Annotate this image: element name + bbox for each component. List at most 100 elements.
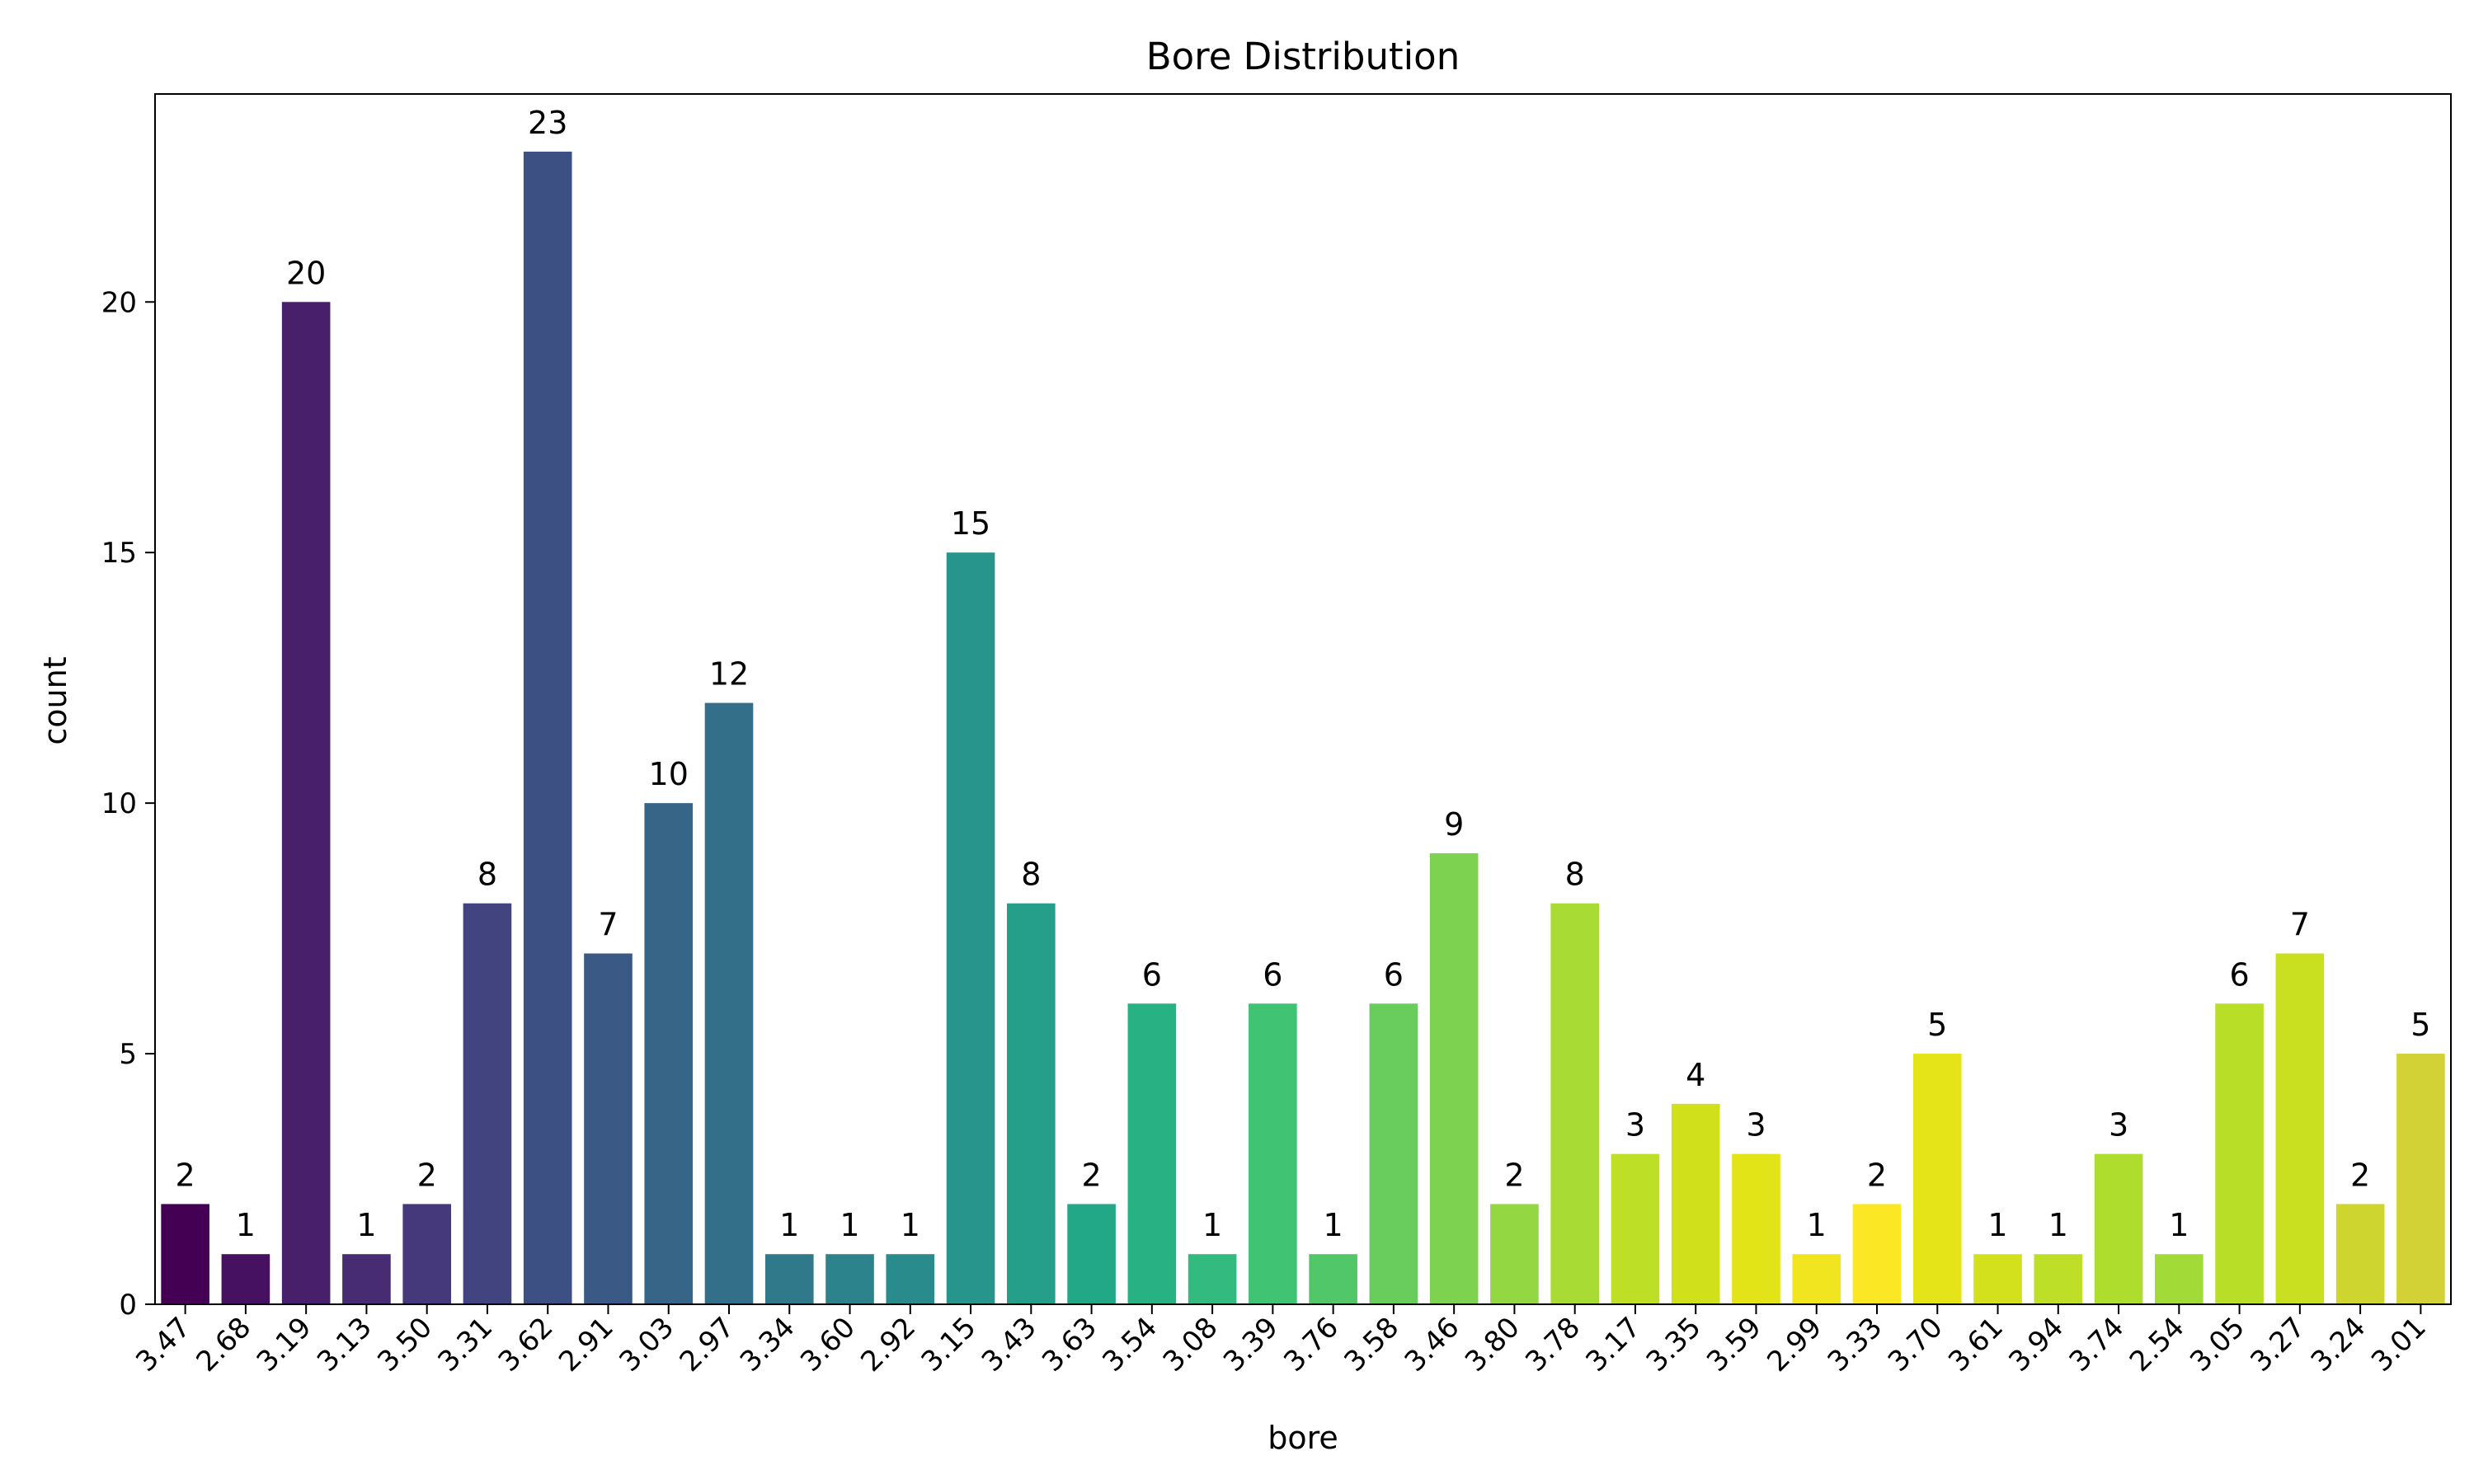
x-tick-label-3.35: 3.35 <box>1640 1311 1708 1378</box>
data-label-3.78: 8 <box>1565 857 1585 893</box>
x-tick-label-2.54: 2.54 <box>2124 1311 2191 1378</box>
bar-3.39 <box>1249 1003 1297 1304</box>
bar-3.05 <box>2215 1003 2264 1304</box>
bar-3.62 <box>523 151 572 1304</box>
x-tick-label-3.24: 3.24 <box>2305 1311 2373 1378</box>
bars-group <box>161 151 2445 1304</box>
x-axis-ticks: 3.472.683.193.133.503.313.622.913.032.97… <box>129 1304 2433 1378</box>
y-tick-label-20: 20 <box>101 286 137 319</box>
bar-3.47 <box>161 1204 209 1304</box>
x-tick-label-3.17: 3.17 <box>1579 1311 1647 1378</box>
data-label-3.54: 6 <box>1142 956 1162 993</box>
bar-3.31 <box>463 903 512 1304</box>
data-label-3.76: 1 <box>1324 1207 1343 1243</box>
data-label-3.35: 4 <box>1686 1057 1705 1093</box>
y-tick-label-10: 10 <box>101 787 137 820</box>
bar-3.70 <box>1912 1054 1962 1304</box>
data-label-3.33: 2 <box>1867 1157 1887 1193</box>
data-label-3.94: 1 <box>2048 1207 2068 1243</box>
x-tick-label-3.34: 3.34 <box>734 1311 802 1378</box>
x-tick-label-3.60: 3.60 <box>794 1311 862 1378</box>
x-tick-label-3.15: 3.15 <box>915 1311 983 1378</box>
x-tick-label-3.62: 3.62 <box>492 1311 560 1378</box>
bar-3.43 <box>1007 903 1056 1304</box>
data-label-3.60: 1 <box>840 1207 859 1243</box>
data-label-2.99: 1 <box>1807 1207 1827 1243</box>
data-label-3.13: 1 <box>356 1207 376 1243</box>
data-label-3.61: 1 <box>1987 1207 2007 1243</box>
data-label-3.24: 2 <box>2350 1157 2370 1193</box>
data-label-3.50: 2 <box>417 1157 437 1193</box>
x-tick-label-3.76: 3.76 <box>1277 1311 1345 1378</box>
x-tick-label-3.94: 3.94 <box>2002 1311 2070 1378</box>
bar-3.59 <box>1732 1153 1780 1304</box>
bar-3.01 <box>2396 1054 2445 1304</box>
bar-2.99 <box>1792 1254 1841 1304</box>
x-tick-label-3.43: 3.43 <box>976 1311 1043 1378</box>
data-label-3.19: 20 <box>286 255 326 291</box>
bar-2.54 <box>2155 1254 2204 1304</box>
plot-area-frame <box>154 93 2452 1305</box>
data-label-3.58: 6 <box>1384 956 1404 993</box>
data-label-3.62: 23 <box>528 105 567 141</box>
y-tick-label-5: 5 <box>119 1038 137 1071</box>
x-tick-label-3.13: 3.13 <box>311 1311 379 1378</box>
data-label-2.68: 1 <box>236 1207 256 1243</box>
x-tick-label-3.31: 3.31 <box>431 1311 499 1378</box>
data-label-3.05: 6 <box>2229 956 2249 993</box>
x-tick-label-3.19: 3.19 <box>251 1311 318 1378</box>
bar-2.91 <box>584 953 633 1304</box>
y-axis-label: count <box>37 656 73 744</box>
bar-3.15 <box>946 552 995 1304</box>
x-tick-label-3.58: 3.58 <box>1338 1311 1405 1378</box>
data-label-3.34: 1 <box>779 1207 799 1243</box>
data-label-3.59: 3 <box>1746 1107 1766 1144</box>
data-label-2.92: 1 <box>901 1207 920 1243</box>
bar-2.97 <box>704 702 754 1304</box>
data-label-3.08: 1 <box>1202 1207 1222 1243</box>
data-label-3.63: 2 <box>1081 1157 1101 1193</box>
bar-3.54 <box>1127 1003 1177 1304</box>
x-axis-label: bore <box>1268 1420 1338 1456</box>
x-tick-label-2.68: 2.68 <box>190 1311 257 1378</box>
data-label-3.31: 8 <box>477 857 497 893</box>
x-tick-label-3.01: 3.01 <box>2365 1311 2433 1378</box>
x-tick-label-3.27: 3.27 <box>2244 1311 2312 1378</box>
bar-3.58 <box>1369 1003 1418 1304</box>
bar-3.60 <box>825 1254 874 1304</box>
bar-3.33 <box>1852 1204 1902 1304</box>
bar-3.50 <box>402 1204 451 1304</box>
x-tick-label-3.61: 3.61 <box>1942 1311 2010 1378</box>
data-label-3.46: 9 <box>1444 806 1464 843</box>
x-tick-label-3.59: 3.59 <box>1700 1311 1768 1378</box>
bar-3.76 <box>1309 1254 1357 1304</box>
data-label-2.54: 1 <box>2169 1207 2189 1243</box>
x-tick-label-3.47: 3.47 <box>129 1311 197 1378</box>
bar-3.78 <box>1550 903 1599 1304</box>
bar-3.08 <box>1188 1254 1237 1304</box>
y-tick-label-15: 15 <box>101 537 137 570</box>
x-tick-label-2.91: 2.91 <box>553 1311 620 1378</box>
x-tick-label-2.92: 2.92 <box>854 1311 922 1378</box>
bar-3.63 <box>1067 1204 1116 1304</box>
x-tick-label-3.78: 3.78 <box>1519 1311 1587 1378</box>
bar-3.46 <box>1429 852 1479 1304</box>
y-axis-ticks: 0 5 10 15 20 <box>101 286 155 1322</box>
x-tick-label-3.63: 3.63 <box>1036 1311 1103 1378</box>
bar-3.61 <box>1973 1254 2022 1304</box>
bar-3.13 <box>342 1254 391 1304</box>
bar-3.03 <box>644 803 694 1304</box>
data-label-2.97: 12 <box>709 656 749 693</box>
chart-title: Bore Distribution <box>1146 35 1460 78</box>
data-label-3.17: 3 <box>1625 1107 1645 1144</box>
x-tick-label-3.39: 3.39 <box>1217 1311 1285 1378</box>
data-label-3.43: 8 <box>1021 857 1041 893</box>
x-tick-label-3.74: 3.74 <box>2063 1311 2131 1378</box>
y-tick-label-0: 0 <box>119 1289 137 1322</box>
bar-2.92 <box>886 1254 935 1304</box>
x-tick-label-3.80: 3.80 <box>1459 1311 1526 1378</box>
x-tick-label-3.54: 3.54 <box>1096 1311 1164 1378</box>
bar-3.80 <box>1490 1204 1539 1304</box>
